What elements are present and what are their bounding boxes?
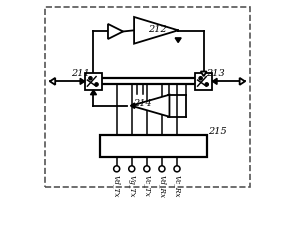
Polygon shape <box>201 72 207 77</box>
Bar <box>195 73 213 91</box>
Polygon shape <box>50 79 55 85</box>
Text: Vc_Rx: Vc_Rx <box>173 174 181 197</box>
Circle shape <box>199 77 202 81</box>
Polygon shape <box>213 79 217 85</box>
Circle shape <box>205 83 208 87</box>
Text: Vd_Tx: Vd_Tx <box>113 174 121 197</box>
Text: 211: 211 <box>71 68 90 77</box>
Text: 213: 213 <box>206 68 225 77</box>
Text: 215: 215 <box>208 126 227 135</box>
Bar <box>85 73 102 91</box>
Circle shape <box>89 77 92 81</box>
Circle shape <box>174 166 180 172</box>
Circle shape <box>114 166 120 172</box>
Polygon shape <box>91 91 96 95</box>
Polygon shape <box>108 25 123 40</box>
Text: 212: 212 <box>148 24 167 33</box>
Circle shape <box>95 83 98 87</box>
Text: Vd_Rx: Vd_Rx <box>158 174 166 198</box>
Polygon shape <box>131 95 169 117</box>
Polygon shape <box>175 39 181 43</box>
Circle shape <box>129 166 135 172</box>
Circle shape <box>159 166 165 172</box>
Polygon shape <box>131 103 135 109</box>
Polygon shape <box>80 79 85 85</box>
Polygon shape <box>134 18 178 44</box>
Circle shape <box>144 166 150 172</box>
Text: Vc_Tx: Vc_Tx <box>143 174 151 196</box>
Bar <box>45 8 250 187</box>
Polygon shape <box>240 79 245 85</box>
Bar <box>100 135 207 157</box>
Text: 214: 214 <box>133 98 152 107</box>
Text: Vg_Tx: Vg_Tx <box>128 174 136 197</box>
